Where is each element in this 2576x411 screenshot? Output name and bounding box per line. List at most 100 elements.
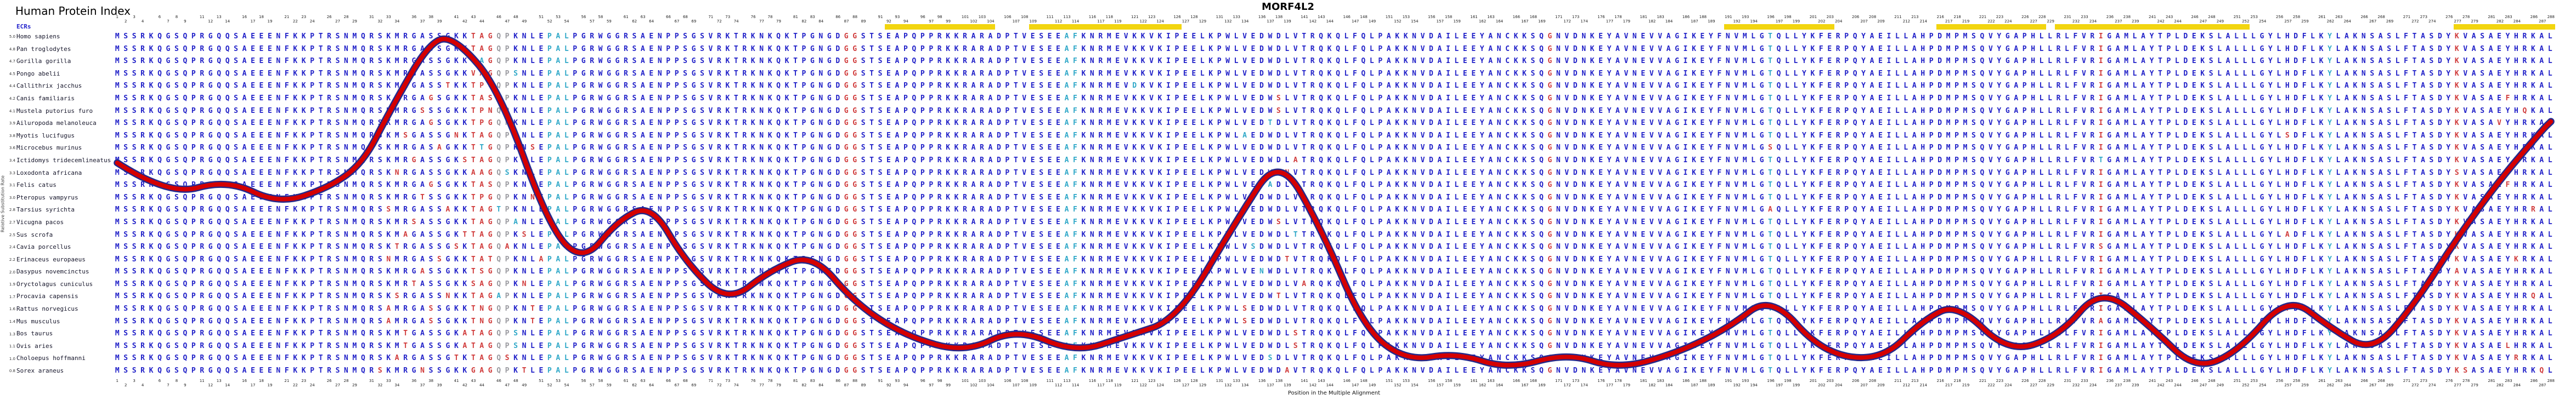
residue: E <box>1462 119 1467 128</box>
residue: S <box>513 69 518 78</box>
residue: V <box>1564 156 1569 164</box>
residue: E <box>1471 32 1476 41</box>
residue: I <box>1886 181 1891 190</box>
residue: F <box>1352 193 1357 202</box>
residue: N <box>522 144 527 152</box>
residue: V <box>1988 69 1993 78</box>
residue: A <box>2539 44 2544 53</box>
residue: G <box>827 119 832 128</box>
residue: S <box>132 131 137 140</box>
residue: L <box>2048 218 2052 226</box>
residue: P <box>191 156 196 164</box>
residue: H <box>2285 106 2290 115</box>
residue: A <box>420 82 425 90</box>
residue: E <box>1047 32 1052 41</box>
residue: P <box>1954 106 1959 115</box>
residue: Q <box>1980 82 1985 90</box>
residue: R <box>980 131 984 140</box>
residue: T <box>420 193 425 202</box>
residue: E <box>1030 94 1035 102</box>
residue: A <box>988 82 993 90</box>
residue: T <box>2412 206 2417 214</box>
residue: Y <box>2149 106 2154 115</box>
residue: P <box>2166 119 2171 128</box>
residue: N <box>522 206 527 214</box>
residue: L <box>2547 156 2552 164</box>
residue: Q <box>1776 181 1781 190</box>
residue: P <box>903 94 908 102</box>
residue: Q <box>912 106 917 115</box>
residue: E <box>649 44 654 53</box>
residue: K <box>946 168 951 177</box>
residue: K <box>293 206 298 214</box>
ruler-number: 264 <box>2343 19 2351 24</box>
y-tick: 2.8 <box>9 208 15 213</box>
residue: Q <box>1336 82 1340 90</box>
residue: K <box>1081 82 1086 90</box>
residue: R <box>590 106 595 115</box>
residue: K <box>767 57 772 66</box>
residue: K <box>386 131 391 140</box>
residue: N <box>1632 119 1637 128</box>
residue: L <box>2242 119 2247 128</box>
residue: D <box>2183 106 2188 115</box>
residue: A <box>556 44 561 53</box>
residue: Q <box>1361 218 1366 226</box>
residue: D <box>1276 193 1281 202</box>
residue: G <box>827 94 832 102</box>
residue: R <box>963 181 967 190</box>
residue: R <box>1835 82 1840 90</box>
residue: T <box>471 218 476 226</box>
residue: R <box>624 57 628 66</box>
residue: E <box>1030 156 1035 164</box>
residue: N <box>759 32 764 41</box>
residue: K <box>1081 106 1086 115</box>
residue: K <box>1513 69 1518 78</box>
residue: Q <box>183 32 188 41</box>
residue: E <box>1191 57 1196 66</box>
residue: R <box>742 156 747 164</box>
residue: H <box>1920 144 1925 152</box>
ruler-number: 53 <box>556 15 561 19</box>
residue: S <box>1530 94 1535 102</box>
residue: V <box>1649 168 1654 177</box>
residue: M <box>394 144 399 152</box>
residue: M <box>115 57 120 66</box>
residue: K <box>1522 94 1527 102</box>
residue: G <box>827 82 832 90</box>
residue: Y <box>2328 44 2332 53</box>
residue: K <box>725 82 730 90</box>
residue: E <box>1827 69 1832 78</box>
residue: A <box>1386 193 1391 202</box>
residue: G <box>1675 69 1680 78</box>
residue: E <box>2191 44 2196 53</box>
residue: A <box>2115 144 2120 152</box>
residue: L <box>530 106 535 115</box>
residue: K <box>386 106 391 115</box>
residue: G <box>581 44 586 53</box>
residue: A <box>1869 168 1874 177</box>
residue: P <box>674 230 679 239</box>
residue: L <box>2547 32 2552 41</box>
residue: D <box>996 119 1001 128</box>
residue: A <box>1666 206 1671 214</box>
residue: I <box>2098 131 2103 140</box>
ruler-number: 111 <box>1046 15 1054 19</box>
residue: V <box>2081 32 2086 41</box>
residue: F <box>1818 44 1823 53</box>
residue: S <box>861 144 866 152</box>
ruler-number: 109 <box>1029 19 1037 24</box>
residue: I <box>1166 82 1171 90</box>
residue: Q <box>1361 193 1366 202</box>
residue: R <box>2522 193 2527 202</box>
residue: L <box>2547 57 2552 66</box>
residue: P <box>929 193 934 202</box>
residue: L <box>1344 156 1349 164</box>
residue: M <box>1106 32 1111 41</box>
residue: S <box>335 94 340 102</box>
residue: A <box>1869 44 1874 53</box>
residue: Q <box>1852 57 1857 66</box>
residue: Y <box>1861 32 1866 41</box>
residue: M <box>352 44 357 53</box>
residue: A <box>2344 119 2349 128</box>
